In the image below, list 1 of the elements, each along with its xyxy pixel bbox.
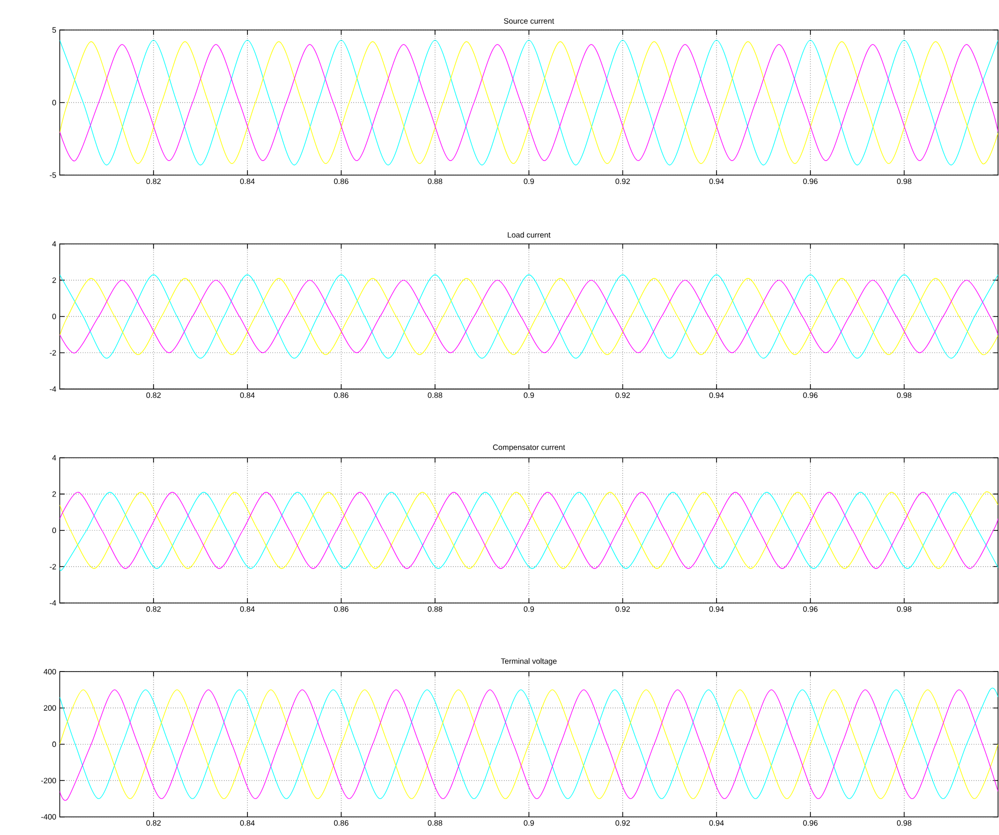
line-series: [60, 689, 998, 799]
